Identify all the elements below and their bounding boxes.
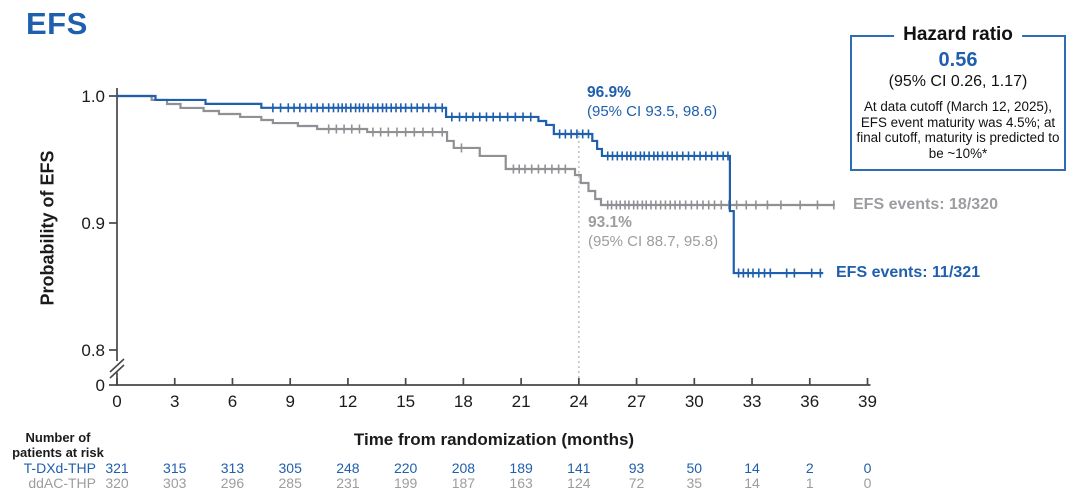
at-risk-count: 93: [628, 460, 645, 476]
at-risk-count: 231: [336, 475, 360, 491]
at-risk-count: 320: [105, 475, 129, 491]
x-tick-label: 0: [112, 392, 121, 411]
x-tick-label: 30: [685, 392, 704, 411]
at-risk-count: 35: [686, 475, 703, 491]
hazard-ratio-value: 0.56: [938, 49, 978, 71]
at-risk-row-label-ddac: ddAC-THP: [28, 475, 96, 491]
at-risk-count: 1: [805, 475, 814, 491]
at-risk-count: 285: [278, 475, 302, 491]
x-axis-label: Time from randomization (months): [353, 430, 635, 449]
at-risk-count: 315: [163, 460, 187, 476]
at-risk-count: 208: [451, 460, 476, 476]
at-risk-count: 189: [509, 460, 533, 476]
at-risk-count: 321: [105, 460, 129, 476]
at-risk-count: 163: [509, 475, 533, 491]
km-curve-t-dxd-thp: [117, 94, 824, 275]
x-tick-label: 6: [228, 392, 237, 411]
x-tick-label: 15: [396, 392, 415, 411]
y-axis-break-slash: [109, 364, 125, 379]
hazard-ratio-title: Hazard ratio: [894, 24, 1022, 46]
at-risk-header-line1: Number of: [25, 430, 91, 445]
y-tick-label: 0: [96, 376, 105, 395]
x-tick-label: 21: [512, 392, 531, 411]
hazard-ratio-box: Hazard ratio 0.56 (95% CI 0.26, 1.17) At…: [850, 24, 1066, 171]
at-risk-count: 313: [220, 460, 245, 476]
x-tick-label: 3: [170, 392, 179, 411]
annotation-ddac-value: 93.1%: [588, 214, 632, 231]
at-risk-count: 14: [744, 460, 760, 476]
at-risk-count: 199: [393, 475, 418, 491]
annotation-tdxd-24mo: 96.9% (95% CI 93.5, 98.6): [587, 83, 717, 121]
x-tick-label: 9: [285, 392, 294, 411]
y-axis-break-slash: [109, 358, 125, 373]
at-risk-count: 72: [628, 475, 645, 491]
page-title: EFS: [26, 6, 88, 41]
at-risk-count: 141: [567, 460, 591, 476]
at-risk-count: 0: [863, 460, 872, 476]
hazard-ratio-note: At data cutoff (March 12, 2025), EFS eve…: [856, 99, 1060, 161]
x-tick-label: 27: [627, 392, 646, 411]
at-risk-header: Number of patients at risk: [2, 430, 114, 460]
at-risk-count: 50: [686, 460, 703, 476]
at-risk-count: 220: [393, 460, 418, 476]
at-risk-header-line2: patients at risk: [12, 445, 104, 460]
y-axis-label: Probability of EFS: [37, 150, 58, 306]
at-risk-row-label-tdxd: T-DXd-THP: [23, 460, 96, 476]
at-risk-count: 14: [744, 475, 760, 491]
y-tick-label: 0.9: [81, 214, 105, 233]
at-risk-count: 303: [163, 475, 187, 491]
at-risk-count: 2: [805, 460, 814, 476]
km-curve-ddac-thp: [117, 94, 835, 207]
annotation-tdxd-ci: (95% CI 93.5, 98.6): [587, 103, 718, 120]
annotation-ddac-ci: (95% CI 88.7, 95.8): [588, 233, 719, 250]
x-tick-label: 36: [800, 392, 819, 411]
annotation-ddac-24mo: 93.1% (95% CI 88.7, 95.8): [588, 213, 718, 251]
at-risk-count: 305: [278, 460, 302, 476]
events-label-tdxd: EFS events: 11/321: [836, 264, 981, 281]
events-label-ddac: EFS events: 18/320: [853, 196, 998, 213]
y-tick-label: 0.8: [81, 341, 105, 360]
x-tick-label: 12: [338, 392, 357, 411]
at-risk-count: 248: [336, 460, 360, 476]
x-tick-label: 18: [454, 392, 473, 411]
x-tick-label: 24: [569, 392, 588, 411]
annotation-tdxd-value: 96.9%: [587, 84, 631, 101]
x-tick-label: 33: [743, 392, 762, 411]
at-risk-count: 124: [567, 475, 591, 491]
at-risk-count: 0: [863, 475, 872, 491]
x-tick-label: 39: [858, 392, 877, 411]
y-tick-label: 1.0: [81, 87, 105, 106]
at-risk-count: 296: [220, 475, 245, 491]
hazard-ratio-ci: (95% CI 0.26, 1.17): [888, 73, 1028, 90]
at-risk-count: 187: [451, 475, 476, 491]
